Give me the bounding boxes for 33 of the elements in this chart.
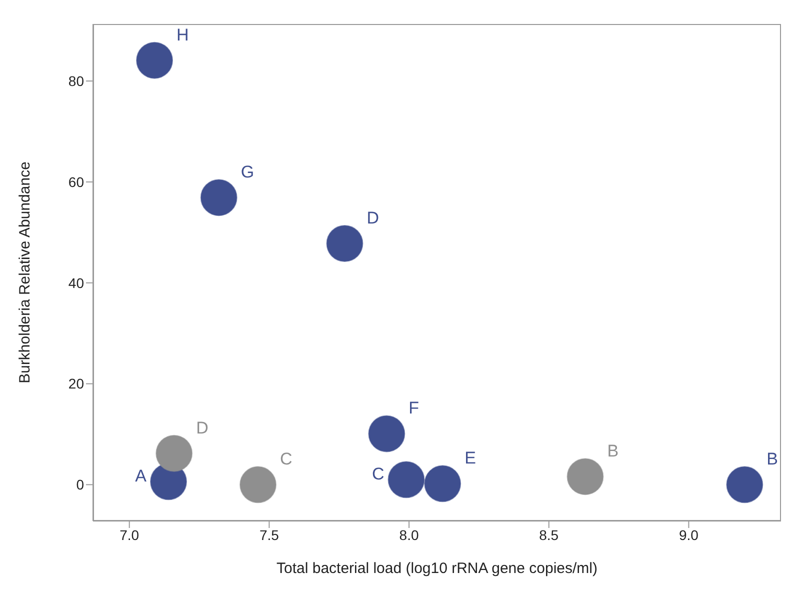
data-label: F bbox=[408, 398, 420, 418]
point bbox=[566, 458, 604, 496]
data-label: D bbox=[196, 418, 208, 438]
data-label: B bbox=[607, 442, 619, 461]
y-tick-label: 60 bbox=[68, 174, 84, 190]
x-tick-label: 7.5 bbox=[259, 526, 280, 543]
x-tick-label: 8.5 bbox=[539, 526, 559, 543]
data-label: H bbox=[176, 25, 189, 44]
data-label: D bbox=[366, 208, 379, 228]
point bbox=[424, 465, 462, 502]
point bbox=[200, 179, 238, 216]
data-label: B bbox=[766, 450, 778, 469]
data-label: E bbox=[464, 448, 476, 468]
point bbox=[726, 466, 764, 504]
y-axis-title: Burkholderia Relative Abundance bbox=[16, 162, 34, 384]
y-tick-label: 80 bbox=[68, 72, 84, 89]
x-axis-title: Total bacterial load (log10 rRNA gene copies/ml) bbox=[276, 560, 598, 577]
data-label: G bbox=[240, 162, 254, 182]
point bbox=[136, 42, 174, 79]
point bbox=[388, 461, 425, 498]
x-tick-label: 9.0 bbox=[678, 526, 699, 543]
point bbox=[240, 466, 277, 504]
point bbox=[326, 224, 364, 262]
data-label: C bbox=[372, 464, 384, 484]
y-tick-label: 20 bbox=[68, 376, 84, 392]
y-tick-label: 0 bbox=[76, 476, 84, 493]
x-tick-label: 8.0 bbox=[399, 526, 419, 543]
point bbox=[368, 415, 406, 452]
data-label: A bbox=[135, 466, 148, 486]
point bbox=[156, 434, 193, 472]
data-label: C bbox=[280, 450, 292, 469]
x-tick-label: 7.0 bbox=[120, 526, 140, 543]
y-tick-label: 40 bbox=[68, 274, 84, 291]
